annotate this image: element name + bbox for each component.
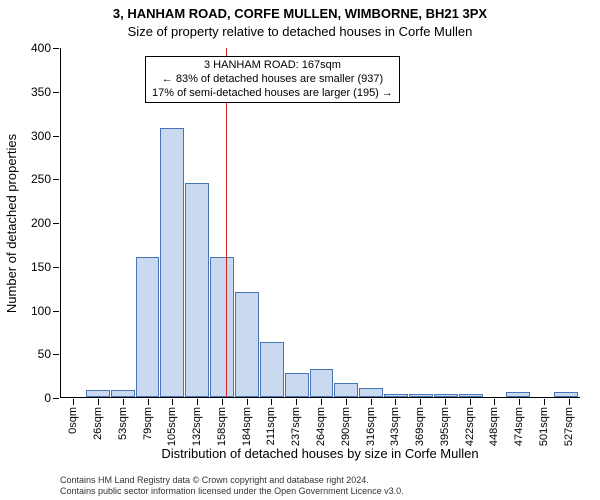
bar	[185, 183, 209, 397]
x-tick	[470, 399, 471, 405]
x-tick-label: 527sqm	[563, 407, 575, 446]
bar	[310, 369, 334, 397]
credits: Contains HM Land Registry data © Crown c…	[60, 475, 404, 497]
x-tick	[247, 399, 248, 405]
bar	[334, 383, 358, 397]
bar	[235, 292, 259, 397]
plot-area: 3 HANHAM ROAD: 167sqm ← 83% of detached …	[60, 48, 580, 398]
bar	[384, 394, 408, 397]
y-tick-label: 150	[31, 260, 51, 274]
y-tick-label: 0	[44, 391, 51, 405]
credit-line2: Contains public sector information licen…	[60, 486, 404, 497]
x-tick-label: 158sqm	[216, 407, 228, 446]
x-tick-label: 395sqm	[439, 407, 451, 446]
bar	[409, 394, 433, 397]
x-tick-label: 79sqm	[142, 407, 154, 440]
y-tick	[53, 267, 59, 268]
x-tick-label: 343sqm	[389, 407, 401, 446]
y-tick	[53, 92, 59, 93]
y-tick-label: 200	[31, 216, 51, 230]
y-tick-label: 300	[31, 129, 51, 143]
x-tick	[148, 399, 149, 405]
bar	[136, 257, 160, 397]
x-tick	[569, 399, 570, 405]
bar	[210, 257, 234, 397]
x-tick	[321, 399, 322, 405]
chart-title-line2: Size of property relative to detached ho…	[0, 24, 600, 39]
x-tick	[395, 399, 396, 405]
bar	[359, 388, 383, 397]
x-tick	[73, 399, 74, 405]
chart-container: 3, HANHAM ROAD, CORFE MULLEN, WIMBORNE, …	[0, 0, 600, 500]
x-tick	[519, 399, 520, 405]
x-tick	[98, 399, 99, 405]
credit-line1: Contains HM Land Registry data © Crown c…	[60, 475, 404, 486]
x-tick-label: 316sqm	[365, 407, 377, 446]
y-tick-label: 50	[38, 347, 51, 361]
bar	[459, 394, 483, 397]
x-tick	[445, 399, 446, 405]
annotation-line3: 17% of semi-detached houses are larger (…	[152, 87, 393, 101]
annotation-line1: 3 HANHAM ROAD: 167sqm	[152, 59, 393, 73]
x-tick	[123, 399, 124, 405]
x-tick	[271, 399, 272, 405]
x-tick	[197, 399, 198, 405]
y-tick	[53, 48, 59, 49]
annotation-line2: ← 83% of detached houses are smaller (93…	[152, 73, 393, 87]
x-tick	[494, 399, 495, 405]
annotation-box: 3 HANHAM ROAD: 167sqm ← 83% of detached …	[145, 56, 400, 103]
x-tick-label: 369sqm	[414, 407, 426, 446]
x-tick	[371, 399, 372, 405]
x-tick-label: 53sqm	[117, 407, 129, 440]
y-tick	[53, 398, 59, 399]
x-tick	[172, 399, 173, 405]
x-tick-label: 290sqm	[340, 407, 352, 446]
bar	[160, 128, 184, 398]
x-tick-label: 264sqm	[315, 407, 327, 446]
y-tick-label: 400	[31, 41, 51, 55]
x-tick	[544, 399, 545, 405]
y-tick	[53, 223, 59, 224]
x-tick-label: 474sqm	[513, 407, 525, 446]
x-tick	[420, 399, 421, 405]
x-tick-label: 184sqm	[241, 407, 253, 446]
bar	[506, 392, 530, 397]
y-axis-label: Number of detached properties	[5, 133, 20, 312]
x-tick	[296, 399, 297, 405]
x-tick-label: 448sqm	[488, 407, 500, 446]
x-tick-label: 132sqm	[191, 407, 203, 446]
x-tick-label: 0sqm	[67, 407, 79, 434]
y-tick-label: 350	[31, 85, 51, 99]
bar	[285, 373, 309, 398]
y-axis-label-wrap: Number of detached properties	[4, 48, 20, 398]
y-tick-label: 100	[31, 304, 51, 318]
y-tick	[53, 354, 59, 355]
x-tick	[346, 399, 347, 405]
bar	[86, 390, 110, 397]
x-axis-label: Distribution of detached houses by size …	[60, 446, 580, 461]
chart-title-line1: 3, HANHAM ROAD, CORFE MULLEN, WIMBORNE, …	[0, 6, 600, 21]
x-tick-label: 422sqm	[464, 407, 476, 446]
bar	[554, 392, 578, 397]
bar	[111, 390, 135, 397]
x-tick	[222, 399, 223, 405]
x-tick-label: 237sqm	[290, 407, 302, 446]
x-tick-label: 211sqm	[265, 407, 277, 445]
y-tick	[53, 136, 59, 137]
y-tick	[53, 311, 59, 312]
x-tick-label: 26sqm	[92, 407, 104, 440]
y-tick	[53, 179, 59, 180]
bar	[434, 394, 458, 397]
y-tick-label: 250	[31, 172, 51, 186]
bar	[260, 342, 284, 397]
x-tick-label: 105sqm	[166, 407, 178, 446]
x-tick-label: 501sqm	[538, 407, 550, 446]
